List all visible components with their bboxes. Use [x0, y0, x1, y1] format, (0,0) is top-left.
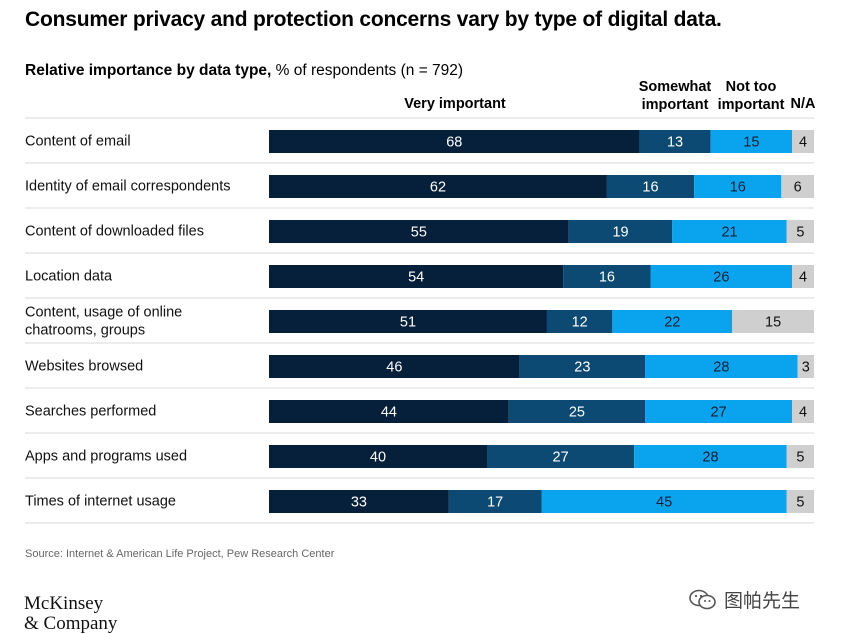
- subtitle-bold: Relative importance by data type,: [25, 62, 272, 79]
- category-label: Location data: [25, 269, 113, 285]
- data-label: 44: [381, 405, 397, 421]
- data-label: 27: [711, 405, 727, 421]
- data-label: 16: [642, 180, 658, 196]
- bar-segment-somewhat-important: [639, 130, 711, 153]
- bar-segment-somewhat-important: [568, 220, 673, 243]
- bar-segment-somewhat-important: [448, 490, 542, 513]
- bar-segment-somewhat-important: [508, 400, 646, 423]
- bar-segment-somewhat-important: [487, 445, 635, 468]
- legend-na: N/A: [790, 96, 816, 112]
- category-label: Identity of email correspondents: [25, 179, 231, 195]
- data-label: 3: [802, 360, 810, 376]
- data-label: 40: [370, 450, 386, 466]
- data-label: 55: [411, 225, 427, 241]
- data-label: 62: [430, 180, 446, 196]
- data-label: 4: [799, 270, 807, 286]
- chart-subtitle: Relative importance by data type, % of r…: [25, 62, 463, 80]
- data-label: 54: [408, 270, 424, 286]
- data-label: 28: [702, 450, 718, 466]
- bar-segment-somewhat-important: [606, 175, 695, 198]
- data-label: 16: [730, 180, 746, 196]
- bar-segment-na: [792, 400, 814, 423]
- data-label: 26: [713, 270, 729, 286]
- bar-segment-not-too-important: [672, 220, 787, 243]
- data-label: 19: [612, 225, 628, 241]
- legend-not-too-important: Not too important: [717, 79, 785, 113]
- mckinsey-logo: McKinsey & Company: [24, 593, 118, 634]
- category-label: Apps and programs used: [25, 449, 187, 465]
- bar-segment-very-important: [269, 130, 640, 153]
- data-label: 6: [794, 180, 802, 196]
- legend-very-important: Very important: [404, 96, 506, 112]
- data-label: 68: [446, 135, 462, 151]
- data-label: 4: [799, 405, 807, 421]
- data-label: 22: [664, 315, 680, 331]
- data-label: 12: [572, 315, 588, 331]
- category-label: Searches performed: [25, 404, 156, 420]
- bar-segment-na: [781, 175, 814, 198]
- wechat-watermark: 图帕先生: [688, 586, 800, 613]
- data-label: 33: [351, 495, 367, 511]
- subtitle-rest: % of respondents (n = 792): [271, 62, 464, 79]
- wechat-icon: [689, 589, 716, 609]
- bar-segment-very-important: [269, 355, 520, 378]
- bar-segment-somewhat-important: [563, 265, 651, 288]
- bar-segment-na: [786, 445, 814, 468]
- data-label: 51: [400, 315, 416, 331]
- bar-segment-very-important: [269, 445, 487, 468]
- bar-segment-very-important: [269, 265, 564, 288]
- source-note: Source: Internet & American Life Project…: [25, 548, 335, 560]
- watermark-text: 图帕先生: [724, 591, 801, 612]
- data-label: 15: [743, 135, 759, 151]
- data-label: 5: [796, 450, 804, 466]
- data-label: 28: [713, 360, 729, 376]
- bar-segment-not-too-important: [645, 355, 798, 378]
- data-label: 16: [599, 270, 615, 286]
- bar-segment-not-too-important: [541, 490, 787, 513]
- bar-segment-na: [786, 490, 814, 513]
- bar-segment-not-too-important: [634, 445, 787, 468]
- data-label: 21: [721, 225, 737, 241]
- data-label: 5: [796, 225, 804, 241]
- stacked-bar-chart: Content of email 68 13 15 4 Identity of email…: [25, 117, 814, 524]
- bar-segment-not-too-important: [650, 265, 793, 288]
- bar-segment-very-important: [269, 220, 569, 243]
- data-label: 17: [487, 495, 503, 511]
- chart-title: Consumer privacy and protection concerns…: [25, 8, 722, 31]
- data-label: 5: [796, 495, 804, 511]
- data-label: 15: [765, 315, 781, 331]
- data-label: 46: [386, 360, 402, 376]
- bar-segment-somewhat-important: [546, 310, 613, 333]
- category-label: Websites browsed: [25, 359, 143, 375]
- bar-segment-na: [792, 130, 814, 153]
- bar-segment-na: [732, 310, 814, 333]
- legend-somewhat-important: Somewhat important: [638, 79, 712, 113]
- bar-segment-very-important: [269, 175, 607, 198]
- bar-segment-very-important: [269, 490, 449, 513]
- bar-segment-not-too-important: [710, 130, 793, 153]
- category-label: Content of downloaded files: [25, 224, 204, 240]
- bar-segment-very-important: [269, 400, 509, 423]
- bar-segment-not-too-important: [694, 175, 782, 198]
- bar-segment-not-too-important: [645, 400, 793, 423]
- data-label: 13: [667, 135, 683, 151]
- bar-segment-na: [792, 265, 814, 288]
- bar-segment-not-too-important: [612, 310, 733, 333]
- bar-segment-very-important: [269, 310, 547, 333]
- category-label: Content, usage of online chatrooms, group…: [25, 305, 182, 339]
- bar-segment-na: [797, 355, 814, 378]
- data-label: 23: [574, 360, 590, 376]
- category-label: Content of email: [25, 134, 131, 150]
- data-label: 27: [553, 450, 569, 466]
- data-label: 45: [656, 495, 672, 511]
- data-label: 25: [569, 405, 585, 421]
- bar-segment-somewhat-important: [519, 355, 646, 378]
- bar-segment-na: [786, 220, 814, 243]
- data-label: 4: [799, 135, 807, 151]
- category-label: Times of internet usage: [25, 494, 176, 510]
